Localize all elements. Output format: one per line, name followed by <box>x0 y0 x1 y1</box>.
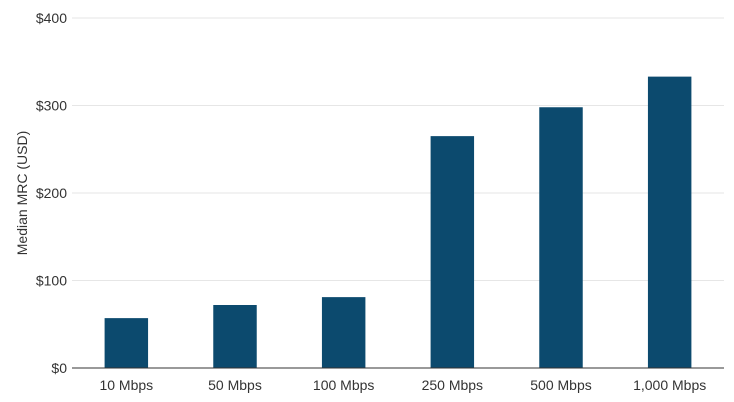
bar <box>647 76 692 368</box>
gridlines <box>72 17 724 281</box>
y-axis-label: Median MRC (USD) <box>14 131 30 255</box>
y-tick-label: $100 <box>36 273 67 289</box>
y-tick-label: $400 <box>36 10 67 26</box>
x-tick-label: 50 Mbps <box>208 377 262 393</box>
bar <box>321 297 366 368</box>
x-tick-label: 500 Mbps <box>530 377 591 393</box>
x-tick-label: 100 Mbps <box>313 377 374 393</box>
bars <box>104 76 692 368</box>
bar <box>213 305 257 368</box>
bar <box>104 318 149 368</box>
bar <box>539 107 583 368</box>
x-tick-label: 1,000 Mbps <box>633 377 706 393</box>
axes: $0 $100 $200 $300 $400 10 Mbps 50 Mbps 100 Mbps… <box>36 10 724 393</box>
y-tick-label: $0 <box>51 360 67 376</box>
bar <box>430 136 475 368</box>
y-tick-label: $300 <box>36 98 67 114</box>
x-tick-label: 10 Mbps <box>99 377 153 393</box>
y-tick-label: $200 <box>36 185 67 201</box>
x-tick-label: 250 Mbps <box>422 377 483 393</box>
